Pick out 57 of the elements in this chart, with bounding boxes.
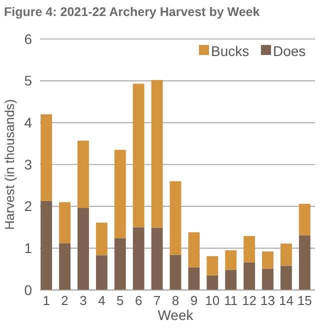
bar bbox=[262, 252, 274, 269]
bar bbox=[59, 202, 71, 244]
y-tick-label: 1 bbox=[24, 240, 32, 256]
x-tick-label: 10 bbox=[205, 293, 220, 308]
bar bbox=[262, 268, 274, 290]
bar bbox=[114, 150, 126, 238]
bar bbox=[132, 84, 144, 228]
bar bbox=[206, 256, 218, 276]
bar bbox=[96, 255, 108, 290]
bar bbox=[280, 244, 292, 266]
x-tick-label: 9 bbox=[190, 293, 198, 308]
x-tick-label: 14 bbox=[278, 293, 294, 308]
bar bbox=[78, 208, 89, 290]
x-tick-label: 11 bbox=[224, 293, 238, 308]
bar bbox=[225, 270, 237, 290]
bar bbox=[188, 267, 200, 290]
y-axis-title: Harvest (in thousands) bbox=[2, 99, 17, 230]
bar bbox=[170, 254, 182, 290]
bar bbox=[59, 243, 71, 290]
bar bbox=[78, 140, 89, 208]
legend-label: Bucks bbox=[211, 42, 250, 59]
y-tick-label: 4 bbox=[24, 114, 32, 131]
x-tick-label: 7 bbox=[153, 293, 161, 308]
bar bbox=[96, 222, 108, 256]
y-tick-label: 3 bbox=[24, 156, 32, 172]
bar bbox=[170, 181, 182, 255]
x-axis-title: Week bbox=[158, 307, 194, 323]
bar bbox=[206, 275, 218, 290]
x-tick-label: 3 bbox=[80, 293, 87, 308]
bar bbox=[40, 114, 52, 201]
bar bbox=[114, 238, 126, 290]
legend-label: Does bbox=[273, 42, 306, 59]
chart-title: Figure 4: 2021-22 Archery Harvest by Week bbox=[4, 5, 260, 19]
y-tick-label: 0 bbox=[24, 282, 32, 298]
y-tick-label: 2 bbox=[24, 198, 32, 214]
bar bbox=[151, 228, 163, 290]
x-tick-label: 13 bbox=[260, 293, 275, 308]
y-tick-label: 5 bbox=[24, 72, 32, 89]
x-tick-label: 4 bbox=[98, 293, 106, 308]
x-tick-label: 5 bbox=[116, 293, 124, 308]
x-tick-label: 1 bbox=[42, 293, 50, 308]
bar bbox=[151, 80, 163, 228]
bar bbox=[132, 227, 144, 290]
x-tick-label: 8 bbox=[172, 293, 180, 308]
bar bbox=[40, 200, 52, 290]
bar bbox=[188, 232, 200, 268]
y-tick-label: 6 bbox=[24, 30, 32, 47]
x-tick-label: 12 bbox=[242, 293, 257, 308]
x-tick-label: 15 bbox=[297, 293, 312, 308]
bar bbox=[298, 204, 310, 236]
bar bbox=[280, 266, 292, 290]
bar bbox=[244, 262, 256, 290]
bar bbox=[298, 235, 310, 290]
bar bbox=[244, 236, 256, 262]
x-tick-label: 6 bbox=[134, 293, 142, 308]
bar bbox=[225, 250, 237, 270]
x-tick-label: 2 bbox=[61, 293, 68, 308]
